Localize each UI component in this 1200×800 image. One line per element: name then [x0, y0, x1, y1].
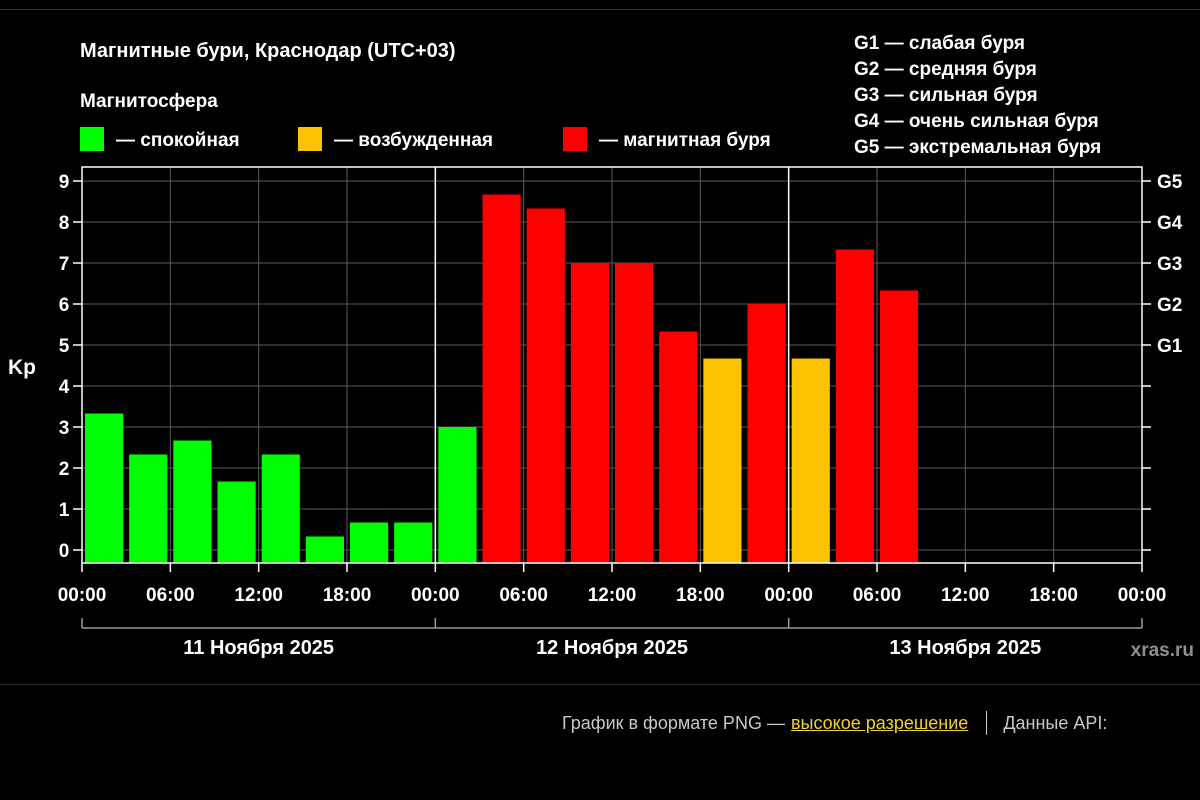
y-tick-label: 8	[59, 213, 70, 234]
x-tick-label: 06:00	[146, 585, 195, 606]
y-tick-label: 2	[59, 459, 70, 480]
y-tick-label: 3	[59, 418, 70, 439]
kp-bar	[615, 263, 654, 563]
legend: — спокойная — возбужденная — магнитная бур…	[80, 127, 771, 151]
footer-rule	[0, 684, 1200, 685]
kp-bar	[482, 194, 521, 563]
x-tick-label: 12:00	[234, 585, 283, 606]
kp-bar	[835, 249, 874, 563]
png-caption: График в формате PNG —	[562, 712, 785, 733]
g-legend-item: G5 — экстремальная буря	[854, 137, 1101, 158]
x-axis-ticks: 00:00 06:00 12:00 18:00 00:00 06:00 12:00 18:00…	[58, 563, 1167, 606]
legend-swatch	[298, 127, 322, 151]
x-tick-label: 00:00	[1118, 585, 1167, 606]
kp-bar	[880, 290, 919, 563]
kp-bar	[747, 304, 786, 563]
kp-bar	[791, 358, 830, 563]
g-tick-label: G1	[1157, 336, 1183, 357]
x-tick-label: 18:00	[323, 585, 372, 606]
legend-title: Магнитосфера	[80, 91, 218, 112]
y-tick-label: 1	[59, 500, 70, 521]
x-tick-label: 12:00	[588, 585, 637, 606]
g-tick-label: G3	[1157, 254, 1182, 275]
x-tick-label: 18:00	[1029, 585, 1078, 606]
g-legend-item: G4 — очень сильная буря	[854, 111, 1099, 132]
y-tick-label: 5	[59, 336, 70, 357]
g-tick-label: G5	[1157, 172, 1183, 193]
y-tick-label: 7	[59, 254, 70, 275]
x-tick-label: 00:00	[58, 585, 107, 606]
legend-label: — магнитная буря	[599, 130, 771, 151]
chart-grid	[82, 167, 1142, 563]
y-axis-label: Kp	[8, 356, 36, 379]
watermark: xras.ru	[1131, 640, 1194, 661]
day-label: 11 Ноября 2025	[183, 637, 334, 659]
y-tick-label: 6	[59, 295, 70, 316]
legend-label: — возбужденная	[334, 130, 493, 151]
legend-label: — спокойная	[116, 130, 240, 151]
page-top-rule	[0, 9, 1200, 10]
g-legend-item: G2 — средняя буря	[854, 59, 1037, 80]
g-scale-legend: G1 — слабая буря G2 — средняя буря G3 — си…	[854, 33, 1101, 158]
footer: График в формате PNG — высокое разрешени…	[562, 711, 1107, 735]
day-label: 13 Ноября 2025	[889, 637, 1041, 659]
kp-bar	[129, 454, 168, 563]
y-axis-ticks: 0 1 2 3 4 5 6 7 8 9	[59, 172, 82, 562]
g-axis-ticks: G1 G2 G3 G4 G5	[1142, 172, 1183, 551]
day-labels: 11 Ноября 2025 12 Ноября 2025 13 Ноября 20…	[81, 618, 1143, 659]
kp-bar	[703, 358, 742, 563]
legend-swatch	[563, 127, 587, 151]
kp-bar	[85, 413, 124, 563]
x-tick-label: 06:00	[853, 585, 902, 606]
kp-bar	[305, 536, 344, 563]
kp-chart: Магнитные бури, Краснодар (UTC+03) Магни…	[8, 33, 1194, 661]
api-caption: Данные API:	[1003, 712, 1108, 733]
bars-group	[85, 194, 919, 563]
y-tick-label: 4	[59, 377, 70, 398]
legend-swatch	[80, 127, 104, 151]
x-tick-label: 06:00	[499, 585, 548, 606]
kp-bar	[526, 208, 565, 563]
high-resolution-link[interactable]: высокое разрешение	[790, 712, 969, 733]
footer-separator	[986, 711, 988, 735]
kp-bar	[659, 331, 698, 563]
kp-bar	[438, 427, 477, 563]
kp-bar	[394, 522, 433, 563]
g-tick-label: G4	[1157, 213, 1183, 234]
kp-bar	[173, 440, 212, 563]
x-tick-label: 18:00	[676, 585, 725, 606]
g-tick-label: G2	[1157, 295, 1182, 316]
kp-bar	[217, 481, 256, 563]
g-legend-item: G3 — сильная буря	[854, 85, 1038, 106]
chart-title: Магнитные бури, Краснодар (UTC+03)	[80, 40, 456, 62]
x-tick-label: 00:00	[411, 585, 460, 606]
x-tick-label: 00:00	[764, 585, 813, 606]
y-tick-label: 0	[59, 541, 70, 562]
day-label: 12 Ноября 2025	[536, 637, 688, 659]
g-legend-item: G1 — слабая буря	[854, 33, 1025, 54]
kp-bar	[261, 454, 300, 563]
x-tick-label: 12:00	[941, 585, 990, 606]
kp-bar	[570, 263, 609, 563]
y-tick-label: 9	[59, 172, 70, 193]
kp-bar	[350, 522, 389, 563]
